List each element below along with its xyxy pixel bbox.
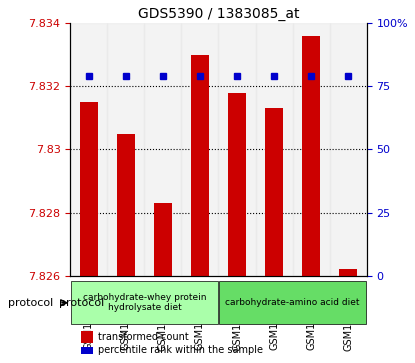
Bar	[70, 23, 107, 276]
FancyBboxPatch shape	[219, 281, 366, 325]
Text: protocol: protocol	[8, 298, 54, 308]
Text: percentile rank within the sample: percentile rank within the sample	[98, 346, 263, 355]
Text: transformed count: transformed count	[98, 332, 189, 342]
Bar	[293, 23, 330, 276]
Text: protocol: protocol	[59, 298, 105, 308]
Bar	[70, 23, 107, 276]
Text: carbohydrate-amino acid diet: carbohydrate-amino acid diet	[225, 298, 360, 307]
Bar	[256, 23, 293, 276]
Bar	[80, 102, 98, 276]
Bar	[107, 23, 144, 276]
Bar	[330, 23, 367, 276]
Bar	[218, 23, 256, 276]
Bar	[144, 23, 181, 276]
FancyBboxPatch shape	[71, 281, 218, 325]
Bar	[256, 23, 293, 276]
Bar	[302, 36, 320, 276]
Bar	[265, 109, 283, 276]
Bar	[154, 203, 172, 276]
Bar	[191, 55, 209, 276]
Bar	[293, 23, 330, 276]
Bar	[218, 23, 256, 276]
Bar	[181, 23, 218, 276]
Bar	[330, 23, 367, 276]
Bar	[81, 331, 93, 343]
Bar	[107, 23, 144, 276]
Bar	[117, 134, 135, 276]
Bar	[339, 269, 357, 276]
Bar	[144, 23, 181, 276]
Bar	[81, 347, 93, 354]
Bar	[228, 93, 246, 276]
Bar	[181, 23, 218, 276]
Text: carbohydrate-whey protein
hydrolysate diet: carbohydrate-whey protein hydrolysate di…	[83, 293, 206, 313]
Title: GDS5390 / 1383085_at: GDS5390 / 1383085_at	[138, 7, 299, 21]
